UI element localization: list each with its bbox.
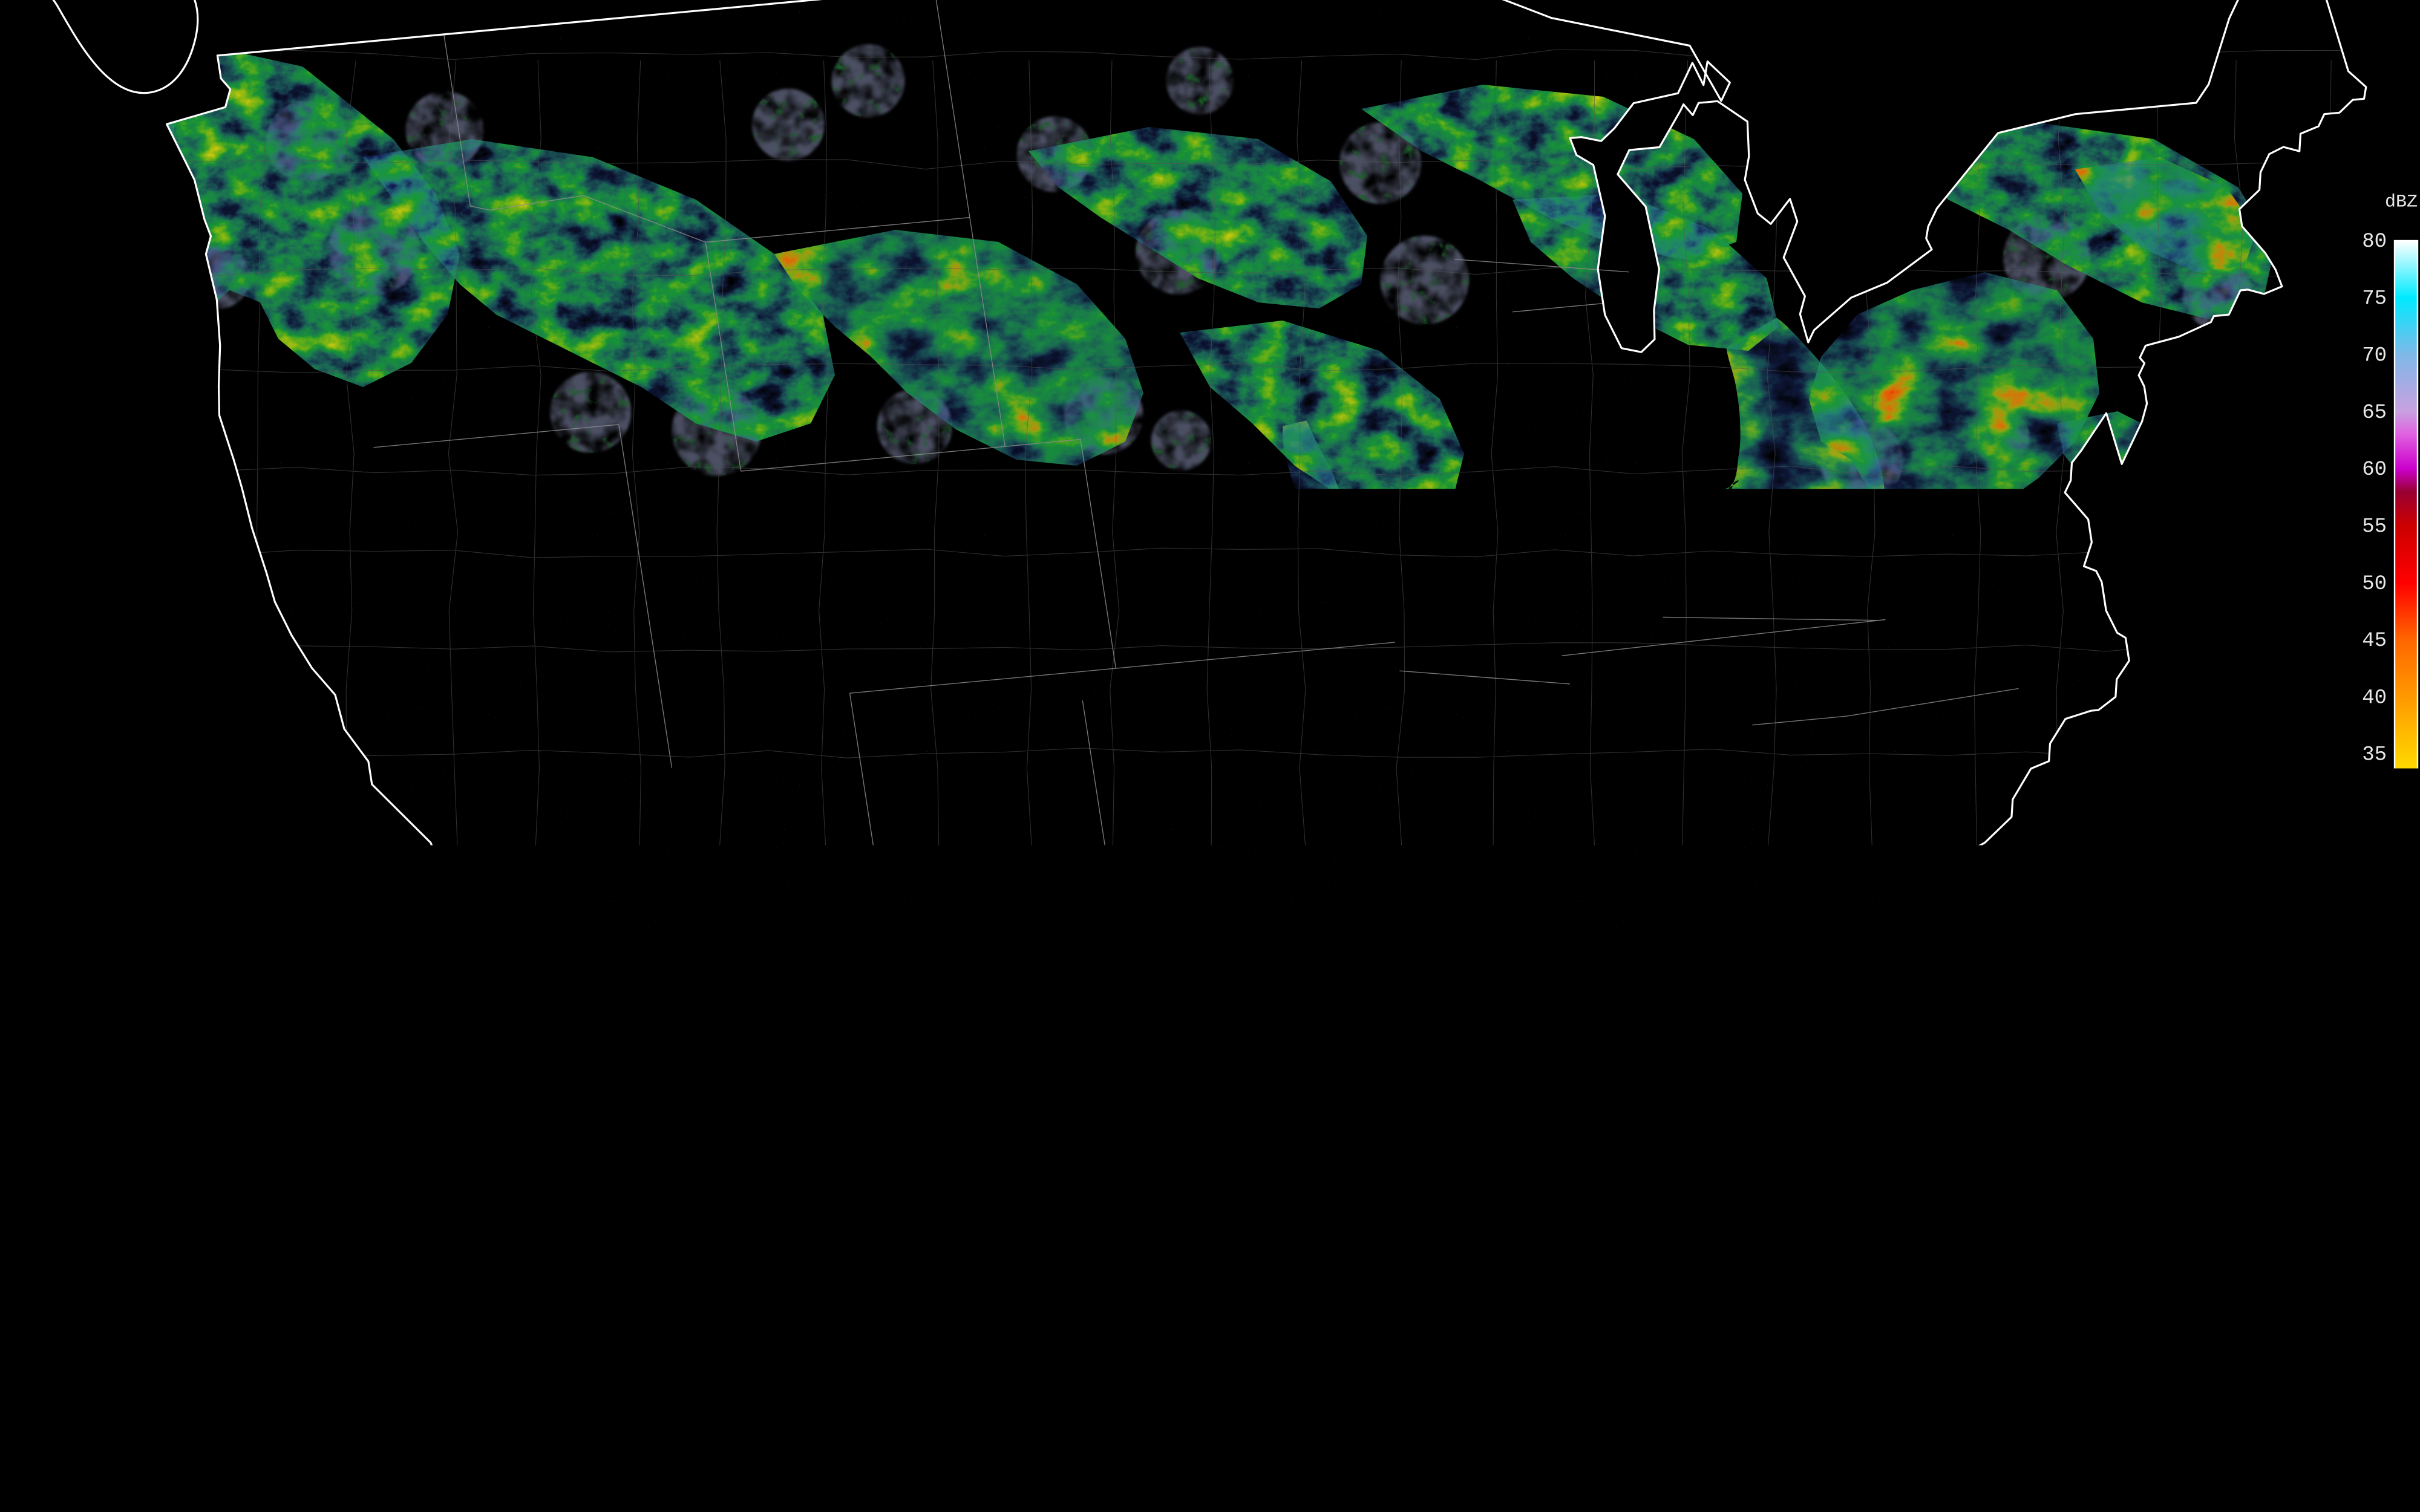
svg-text:Your Future. Our Focus.: Your Future. Our Focus. [60, 1471, 299, 1498]
svg-text:NIU METEOROLOGY NEXRAD 1KM MOS: NIU METEOROLOGY NEXRAD 1KM MOSAIC 04-16-… [823, 1481, 1679, 1510]
svg-text:NIU: NIU [12, 1485, 39, 1503]
svg-text:Northern Illinois University: Northern Illinois University [60, 1432, 478, 1471]
